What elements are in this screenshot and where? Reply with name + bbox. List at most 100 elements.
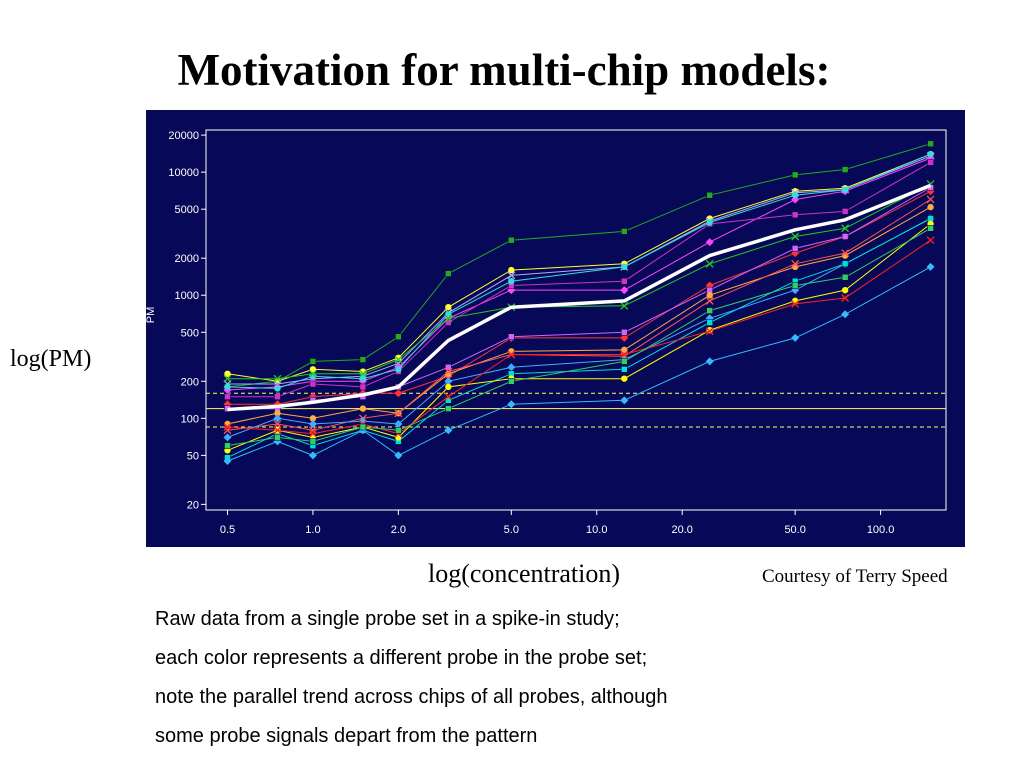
- data-point: [841, 249, 850, 258]
- data-point: [508, 236, 515, 244]
- data-point: [791, 333, 800, 342]
- data-point: [274, 434, 281, 441]
- data-point: [308, 429, 317, 438]
- data-point: [791, 245, 799, 252]
- data-point: [274, 410, 281, 417]
- data-point: [706, 219, 713, 226]
- data-point: [705, 357, 714, 366]
- data-point: [394, 451, 403, 460]
- data-point: [620, 333, 629, 342]
- data-point: [359, 356, 367, 363]
- data-point: [705, 259, 714, 268]
- data-point: [308, 419, 317, 428]
- slide-title: Motivation for multi-chip models:: [177, 45, 831, 95]
- caption-line: Raw data from a single probe set in a sp…: [155, 608, 620, 630]
- y-tick-label: 2000: [175, 253, 199, 265]
- data-point: [444, 426, 453, 435]
- data-point: [841, 260, 849, 268]
- reference-lines: [206, 392, 946, 428]
- data-point: [309, 366, 317, 373]
- data-point: [224, 370, 231, 378]
- data-point: [841, 166, 849, 173]
- series-line: [227, 218, 931, 459]
- data-point: [927, 159, 934, 166]
- data-point: [445, 405, 452, 412]
- caption-line: each color represents a different probe …: [155, 647, 648, 669]
- x-tick-label: 10.0: [586, 524, 607, 536]
- data-point: [927, 203, 934, 211]
- data-point: [841, 274, 849, 281]
- data-point: [705, 238, 714, 247]
- data-point: [444, 314, 453, 323]
- y-tick-label: 500: [181, 327, 199, 339]
- data-point: [394, 389, 403, 398]
- data-point: [308, 369, 317, 378]
- data-point: [621, 375, 628, 382]
- data-point: [705, 296, 714, 305]
- caption-line: note the parallel trend across chips of …: [155, 686, 668, 708]
- data-point: [273, 426, 282, 435]
- data-point: [444, 392, 453, 401]
- data-point: [444, 367, 453, 376]
- data-point: [621, 277, 628, 285]
- series-line: [227, 143, 931, 388]
- data-point: [445, 303, 452, 311]
- data-point: [359, 383, 367, 391]
- x-tick-label: 5.0: [504, 524, 519, 536]
- data-point: [223, 374, 232, 383]
- data-point: [841, 233, 849, 240]
- data-point: [508, 266, 515, 274]
- data-point: [224, 442, 231, 449]
- data-point: [841, 286, 849, 294]
- data-point: [308, 451, 317, 460]
- data-point: [359, 375, 367, 382]
- series-line: [227, 239, 931, 435]
- series-line: [227, 218, 931, 438]
- series-line: [227, 223, 931, 451]
- data-point: [791, 286, 800, 295]
- data-point: [223, 433, 232, 442]
- data-point: [927, 150, 934, 158]
- data-point: [507, 350, 516, 359]
- data-point: [508, 333, 515, 341]
- data-point: [927, 140, 934, 148]
- data-point: [508, 278, 515, 285]
- data-point: [507, 271, 516, 280]
- data-point: [395, 366, 402, 373]
- data-point: [791, 299, 800, 308]
- y-tick-label: 20000: [168, 130, 199, 142]
- data-point: [274, 393, 281, 400]
- data-point: [926, 236, 935, 245]
- y-axis-label: log(PM): [10, 346, 92, 372]
- data-point: [223, 457, 232, 466]
- data-point: [273, 414, 282, 423]
- data-point: [706, 307, 713, 314]
- data-point: [309, 415, 317, 422]
- caption-line: some probe signals depart from the patte…: [155, 725, 538, 747]
- data-point: [621, 366, 628, 373]
- data-point: [791, 171, 799, 179]
- data-point: [705, 327, 714, 336]
- data-point: [223, 426, 232, 435]
- plot-panel: 20 50 100 200 500 1000 2000 5000 10000 20000 0.5 1.…: [146, 110, 965, 547]
- data-point: [394, 419, 403, 428]
- data-point: [359, 405, 367, 412]
- data-point: [620, 286, 629, 295]
- data-point: [223, 423, 232, 431]
- series-line: [227, 187, 931, 410]
- y-tick-label: 100: [181, 413, 199, 425]
- data-point: [359, 423, 367, 431]
- inner-y-axis-label: PM: [146, 307, 157, 324]
- data-point: [273, 374, 282, 383]
- series-line: [227, 199, 931, 431]
- y-tick-label: 5000: [175, 204, 199, 216]
- data-point: [224, 393, 231, 400]
- data-point: [273, 420, 282, 428]
- data-point: [507, 400, 516, 409]
- data-point: [395, 427, 402, 434]
- data-point: [791, 259, 800, 268]
- data-point: [841, 186, 849, 193]
- series-line: [227, 153, 931, 382]
- series-group: [223, 140, 935, 466]
- data-point: [444, 377, 453, 386]
